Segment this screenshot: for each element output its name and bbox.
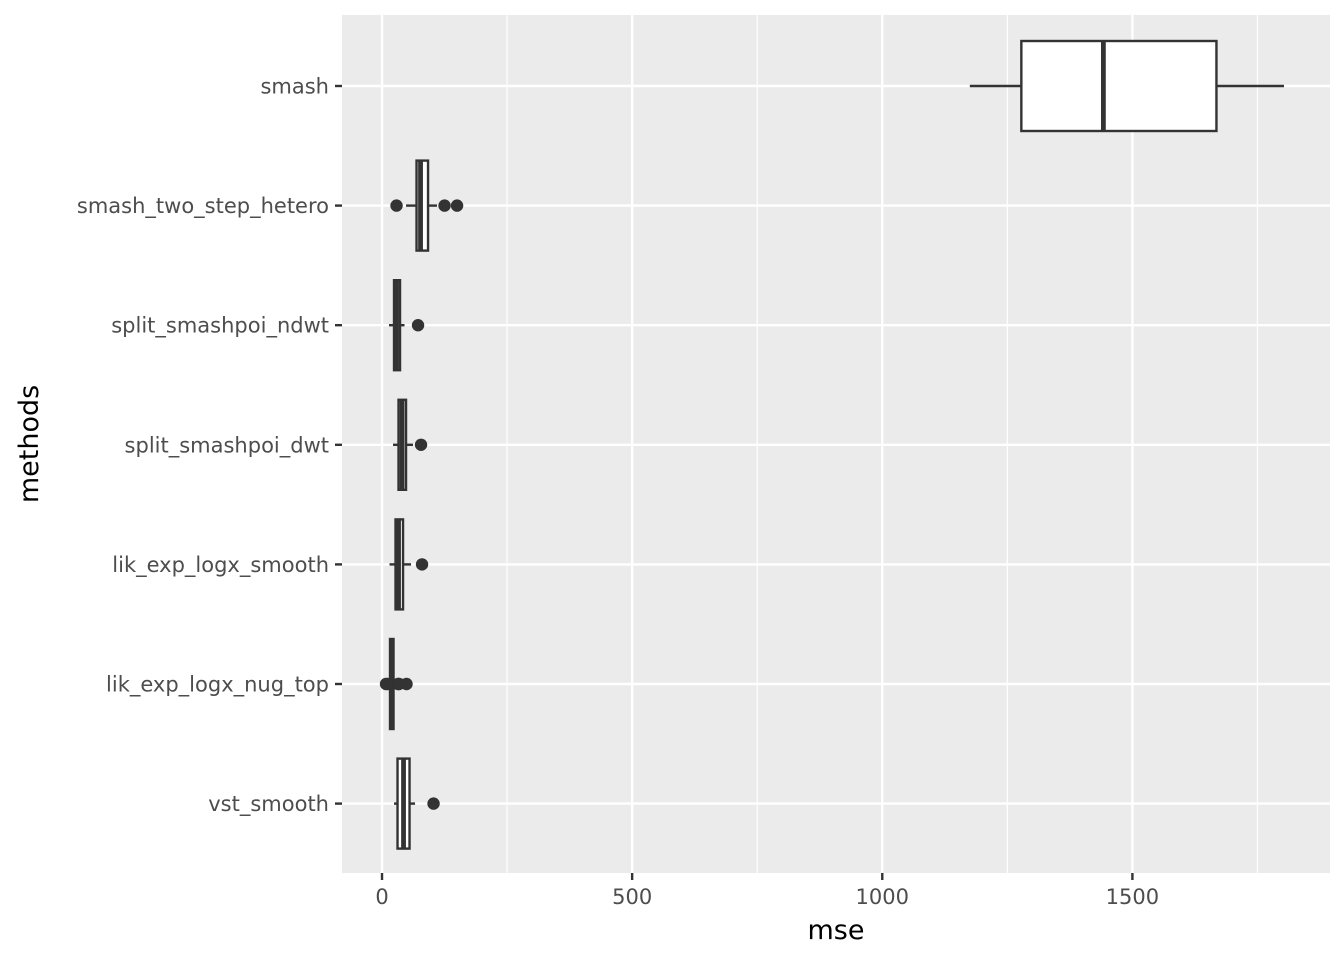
x-tick-label: 1000 <box>856 885 909 909</box>
boxes <box>379 39 1284 850</box>
box-split_smashpoi_dwt <box>393 398 428 491</box>
x-tick-label: 500 <box>612 885 652 909</box>
outlier-point <box>411 319 425 332</box>
box-lik_exp_logx_nug_top <box>379 637 413 731</box>
outlier-point <box>414 438 428 451</box>
outlier-point <box>438 199 451 212</box>
box-vst_smooth <box>394 757 440 850</box>
outlier-point <box>450 199 464 212</box>
outlier-point <box>400 677 413 691</box>
box-iqr <box>1020 39 1218 133</box>
x-axis: 0 500 1000 1500 <box>375 873 1159 909</box>
y-tick-label: vst_smooth <box>208 792 329 817</box>
box-lik_exp_logx_smooth <box>389 518 429 611</box>
y-tick-label: lik_exp_logx_smooth <box>112 553 329 578</box>
x-tick-label: 0 <box>375 885 388 909</box>
outlier-point <box>390 199 403 212</box>
y-axis: smash smash_two_step_hetero split_smashpoi… <box>77 75 342 817</box>
y-tick-label: split_smashpoi_ndwt <box>111 314 329 339</box>
box-smash_two_step_hetero <box>390 159 464 252</box>
box-split_smashpoi_ndwt <box>389 279 425 372</box>
y-tick-label: smash_two_step_hetero <box>77 194 329 219</box>
box-smash <box>969 39 1284 133</box>
grid-major <box>342 15 1330 873</box>
outlier-point <box>381 677 395 691</box>
y-tick-label: smash <box>260 75 329 99</box>
outlier-point <box>427 797 440 810</box>
x-axis-title: mse <box>808 915 865 946</box>
y-tick-label: lik_exp_logx_nug_top <box>106 673 329 698</box>
y-axis-title: methods <box>14 385 45 503</box>
y-tick-label: split_smashpoi_dwt <box>125 433 329 458</box>
x-tick-label: 1500 <box>1106 885 1159 909</box>
outlier-point <box>415 558 429 571</box>
